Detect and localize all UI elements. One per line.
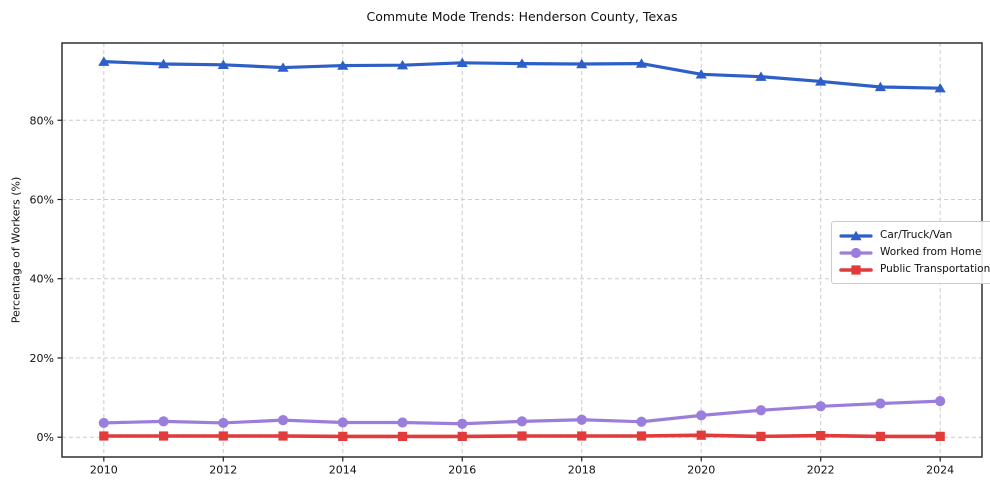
x-tick-label: 2010	[90, 464, 118, 477]
point-worked-from-home-2017	[516, 416, 528, 427]
y-tick-label: 0%	[37, 431, 54, 444]
legend-swatch-car-truck-van	[839, 230, 873, 240]
point-public-transportation-2024	[935, 431, 945, 441]
point-public-transportation-2022	[816, 431, 826, 441]
y-tick-label: 40%	[30, 273, 54, 286]
legend-swatch-public-transportation	[839, 264, 873, 275]
legend-label: Public Transportation	[880, 263, 990, 275]
point-public-transportation-2018	[577, 431, 587, 441]
x-tick-label: 2020	[687, 464, 715, 477]
point-public-transportation-2023	[875, 431, 886, 441]
legend-item-worked-from-home: Worked from Home	[839, 244, 990, 261]
legend: Car/Truck/Van Worked from Home Public Tran…	[831, 221, 990, 284]
point-public-transportation-2015	[397, 431, 408, 441]
x-tick-label: 2012	[209, 464, 237, 477]
x-tick-label: 2014	[329, 464, 357, 477]
point-car-truck-van-2019	[635, 58, 648, 68]
point-worked-from-home-2021	[755, 405, 767, 416]
legend-label: Car/Truck/Van	[880, 229, 953, 241]
point-public-transportation-2019	[636, 431, 647, 441]
x-tick-label: 2022	[807, 464, 835, 477]
point-car-truck-van-2012	[217, 59, 229, 69]
point-worked-from-home-2013	[277, 415, 289, 426]
point-car-truck-van-2015	[396, 59, 409, 70]
legend-item-public-transportation: Public Transportation	[839, 261, 990, 278]
point-public-transportation-2014	[338, 431, 348, 441]
point-public-transportation-2010	[99, 431, 109, 441]
legend-marker-worked-from-home	[850, 247, 862, 258]
legend-marker-car-truck-van	[850, 230, 862, 240]
point-car-truck-van-2018	[576, 58, 588, 69]
x-tick-label: 2024	[926, 464, 954, 477]
point-public-transportation-2016	[457, 431, 467, 441]
point-car-truck-van-2014	[337, 60, 349, 70]
point-worked-from-home-2011	[158, 416, 169, 427]
point-car-truck-van-2010	[98, 56, 110, 66]
legend-swatch-worked-from-home	[839, 247, 873, 258]
point-worked-from-home-2024	[935, 396, 946, 407]
point-worked-from-home-2018	[576, 414, 587, 425]
point-worked-from-home-2010	[98, 417, 109, 429]
point-public-transportation-2013	[278, 431, 288, 441]
point-worked-from-home-2020	[696, 410, 707, 421]
y-tick-label: 80%	[30, 114, 54, 127]
point-worked-from-home-2023	[875, 398, 886, 409]
point-public-transportation-2020	[696, 430, 706, 440]
legend-item-car-truck-van: Car/Truck/Van	[839, 227, 990, 244]
point-car-truck-van-2013	[277, 62, 289, 72]
legend-label: Worked from Home	[880, 246, 982, 258]
point-car-truck-van-2023	[874, 81, 887, 92]
point-worked-from-home-2019	[636, 416, 647, 427]
point-public-transportation-2021	[756, 431, 766, 441]
point-worked-from-home-2016	[457, 418, 468, 429]
y-tick-label: 60%	[30, 193, 54, 206]
chart-title: Commute Mode Trends: Henderson County, T…	[366, 9, 678, 24]
x-tick-label: 2018	[568, 464, 596, 477]
point-worked-from-home-2022	[815, 401, 826, 412]
point-public-transportation-2011	[158, 431, 169, 441]
legend-marker-public-transportation	[851, 264, 861, 275]
point-public-transportation-2012	[218, 431, 228, 441]
point-worked-from-home-2014	[337, 417, 348, 428]
point-car-truck-van-2017	[516, 58, 528, 68]
y-tick-label: 20%	[30, 352, 54, 365]
x-tick-label: 2016	[448, 464, 476, 477]
point-car-truck-van-2021	[755, 71, 767, 81]
point-car-truck-van-2024	[934, 82, 946, 93]
point-car-truck-van-2020	[695, 69, 707, 79]
point-worked-from-home-2012	[218, 417, 229, 429]
point-car-truck-van-2016	[456, 57, 468, 68]
point-car-truck-van-2011	[157, 58, 170, 69]
point-public-transportation-2017	[517, 431, 527, 441]
point-worked-from-home-2015	[397, 417, 408, 428]
point-car-truck-van-2022	[815, 76, 827, 86]
